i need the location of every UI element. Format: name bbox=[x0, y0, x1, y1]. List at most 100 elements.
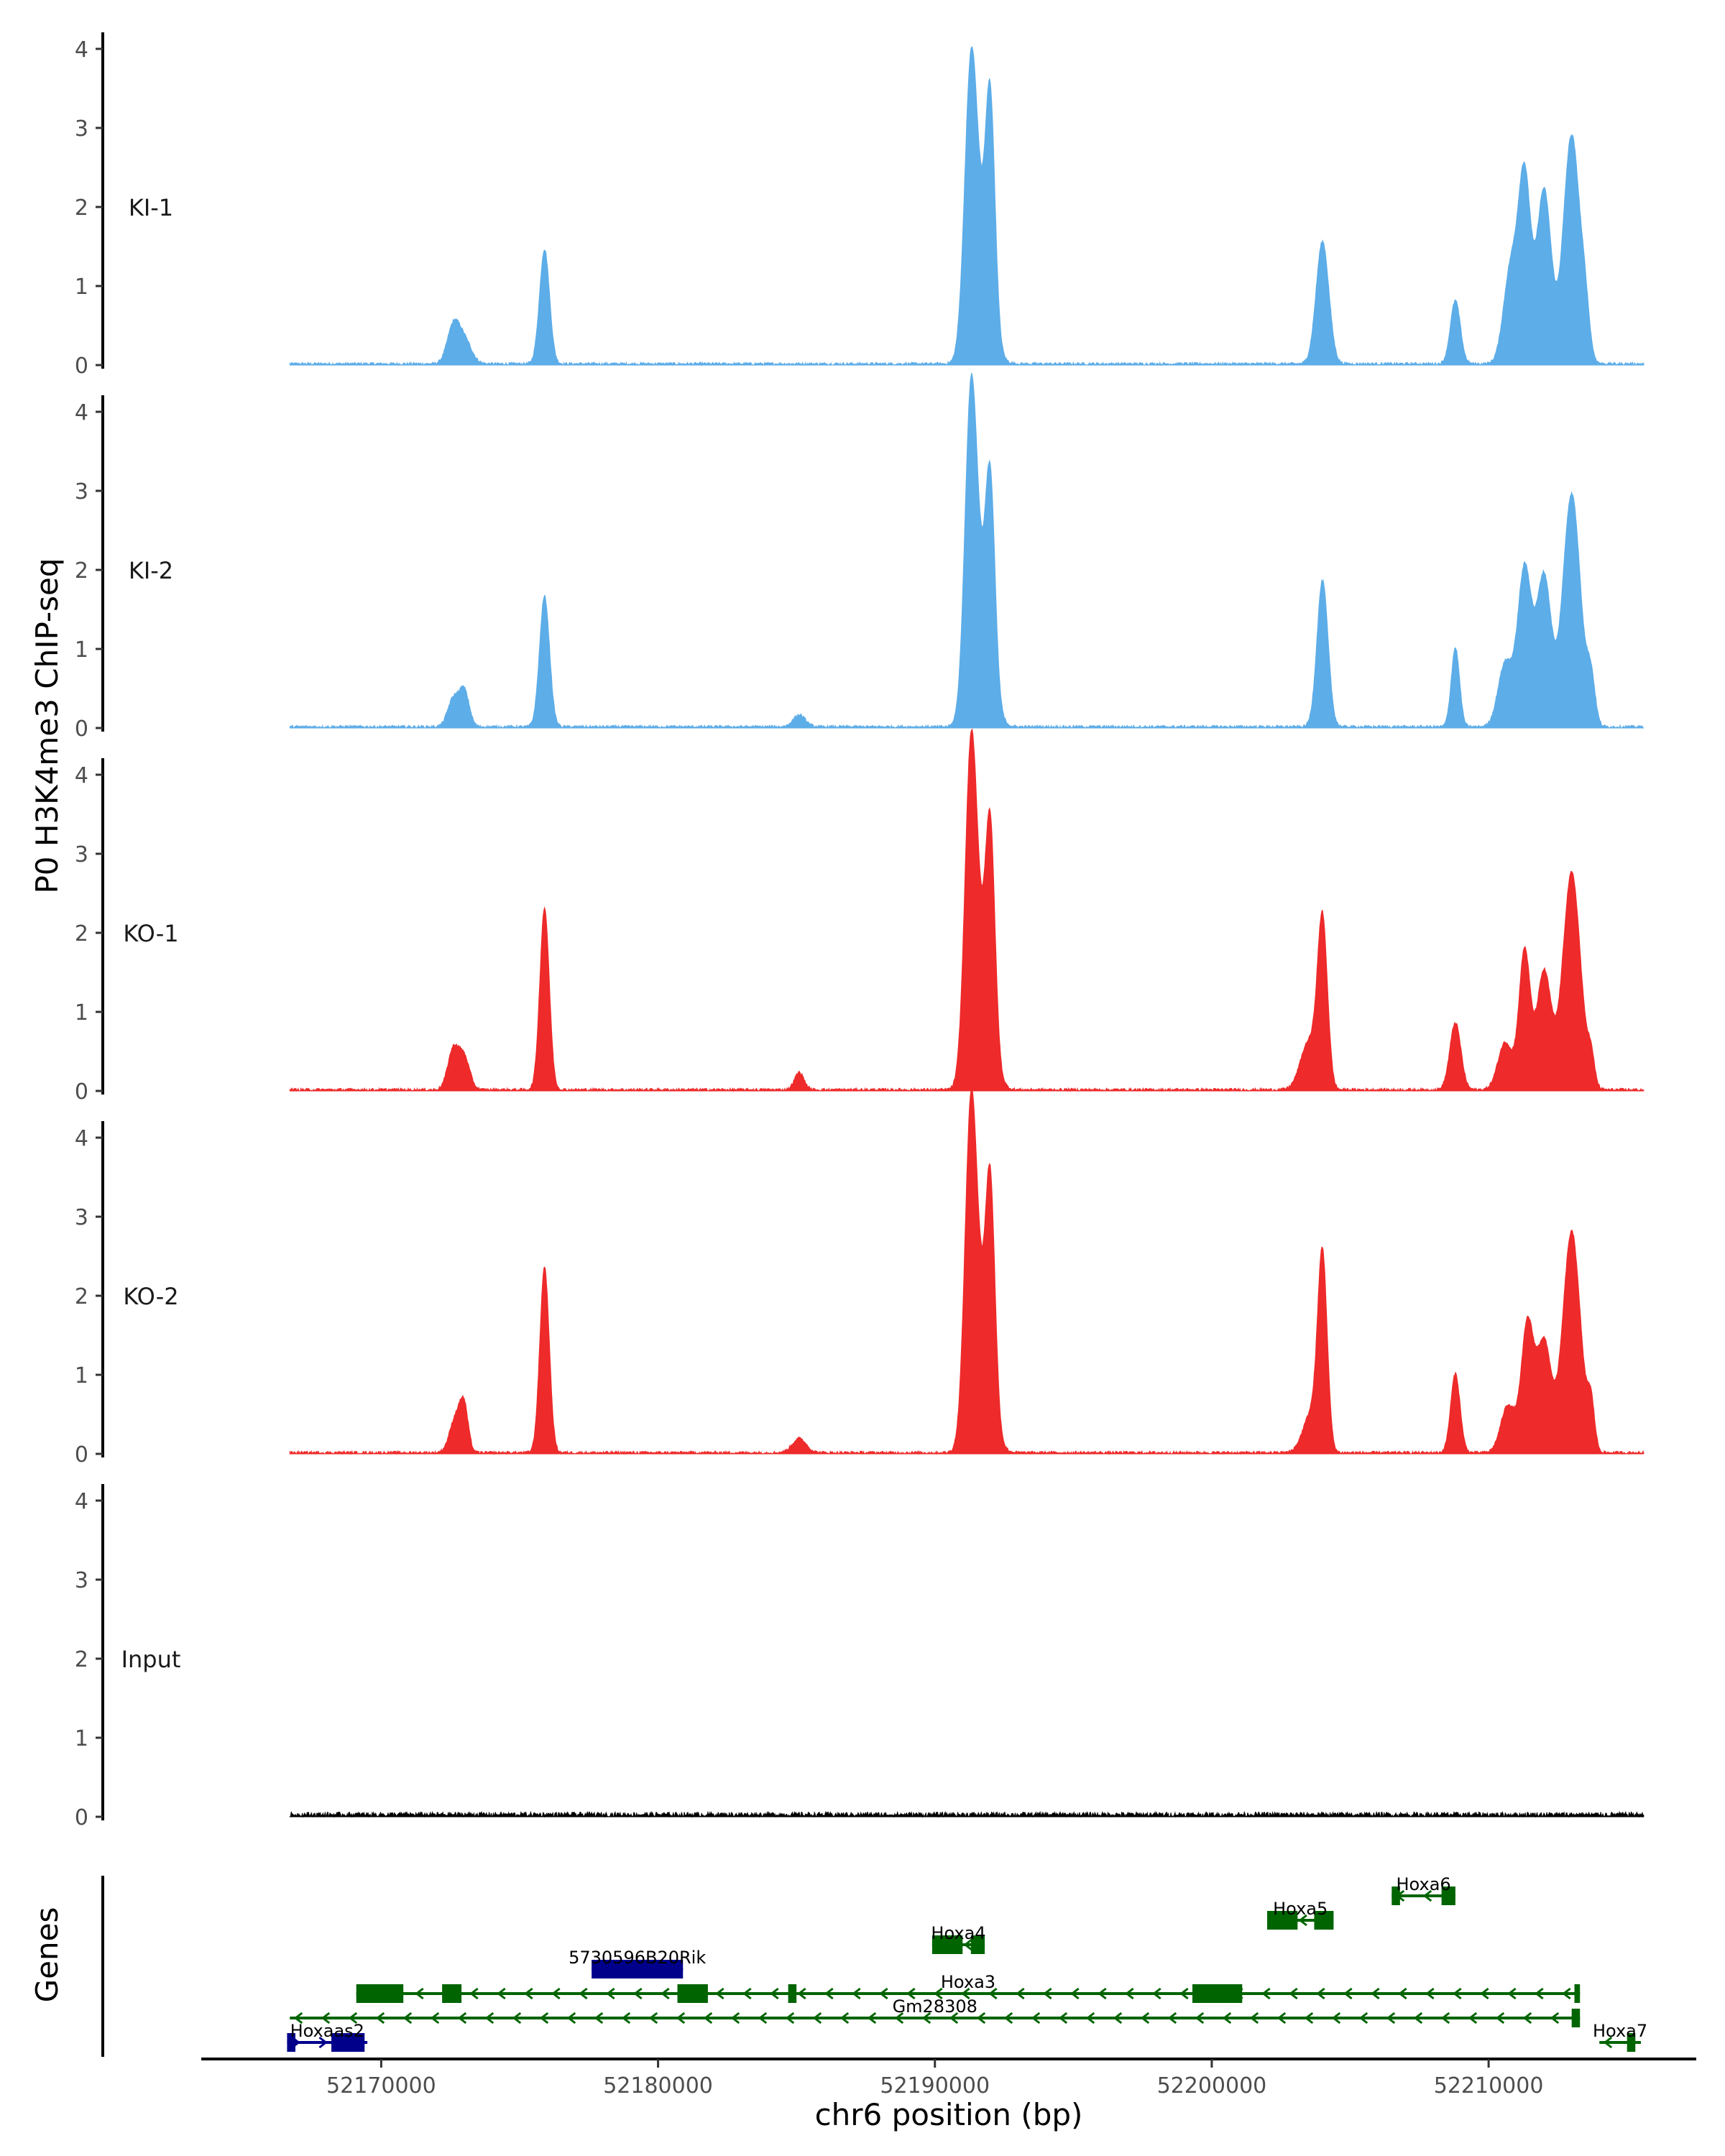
strand-arrow bbox=[1422, 1889, 1432, 1902]
strand-arrow bbox=[894, 2012, 904, 2024]
strand-arrow bbox=[1003, 2012, 1013, 2024]
strand-arrow bbox=[621, 2012, 631, 2024]
strand-arrow bbox=[1480, 1987, 1489, 2000]
gene-track: Hoxa6 Hoxa5 Hoxa4 5730596B20Rik Hoxa3 Gm28308… bbox=[101, 1874, 1647, 2057]
strand-arrow bbox=[1316, 1987, 1325, 2000]
y-tick-label: 0 bbox=[75, 1079, 88, 1105]
strand-arrow bbox=[512, 2012, 522, 2024]
strand-arrow bbox=[1195, 2012, 1205, 2024]
strand-arrow bbox=[961, 1987, 970, 2000]
gene-gm28308: Gm28308 bbox=[290, 1996, 1581, 2027]
x-axis-title: chr6 position (bp) bbox=[815, 2097, 1083, 2132]
strand-arrow bbox=[633, 1987, 643, 2000]
strand-arrow bbox=[457, 2012, 467, 2024]
strand-arrow bbox=[484, 2012, 494, 2024]
strand-arrow bbox=[1603, 2036, 1613, 2049]
strand-arrow bbox=[1031, 2012, 1041, 2024]
track-ko-2: 0 1 2 3 4 KO-2 bbox=[75, 1086, 1644, 1468]
y-tick-label: 0 bbox=[75, 1805, 88, 1830]
gene-exon bbox=[592, 1960, 684, 1978]
strand-arrow bbox=[293, 2012, 303, 2024]
strand-arrow bbox=[852, 1987, 861, 2000]
strand-arrow bbox=[1261, 1987, 1271, 2000]
y-tick-label: 2 bbox=[75, 1647, 88, 1672]
strand-arrow bbox=[1098, 1987, 1107, 2000]
gene-hoxa6: Hoxa6 bbox=[1392, 1874, 1455, 1905]
gene-exon bbox=[1314, 1911, 1334, 1930]
x-tick-label: 52200000 bbox=[1157, 2073, 1267, 2099]
strand-arrow bbox=[785, 2012, 795, 2024]
strand-arrow bbox=[1562, 1987, 1571, 2000]
strand-arrow bbox=[676, 2012, 686, 2024]
x-tick-label: 52210000 bbox=[1434, 2073, 1544, 2099]
strand-arrow bbox=[1152, 1987, 1162, 2000]
strand-arrow bbox=[1453, 1987, 1462, 2000]
strand-arrow bbox=[1507, 1987, 1517, 2000]
strand-arrow bbox=[579, 1987, 588, 2000]
strand-arrow bbox=[770, 1987, 779, 2000]
gene-exon bbox=[442, 1984, 462, 2003]
coverage-area-ko-2 bbox=[289, 1086, 1644, 1455]
strand-arrow bbox=[430, 2012, 440, 2024]
strand-arrow bbox=[648, 2012, 658, 2024]
x-axis: 52170000 52180000 52190000 52200000 52210000 bbox=[201, 2058, 1696, 2099]
y-tick-label: 3 bbox=[75, 116, 88, 142]
strand-arrow bbox=[1535, 1987, 1544, 2000]
gene-exon bbox=[1192, 1984, 1243, 2003]
gene-label: Hoxa7 bbox=[1593, 2021, 1647, 2041]
y-tick-label: 3 bbox=[75, 1205, 88, 1230]
strand-arrow bbox=[1495, 2012, 1505, 2024]
strand-arrow bbox=[1070, 1987, 1080, 2000]
strand-arrow bbox=[1125, 1987, 1134, 2000]
gene-hoxa3: Hoxa3 bbox=[356, 1972, 1581, 2003]
strand-arrow bbox=[976, 2012, 986, 2024]
strand-arrow bbox=[1371, 1987, 1380, 2000]
strand-arrow bbox=[797, 1987, 806, 2000]
strand-arrow bbox=[1343, 1987, 1353, 2000]
strand-arrow bbox=[1249, 2012, 1259, 2024]
strand-arrow bbox=[1386, 2012, 1396, 2024]
track-ko-1: 0 1 2 3 4 KO-1 bbox=[75, 728, 1644, 1105]
strand-arrow bbox=[415, 1987, 424, 2000]
strand-arrow bbox=[321, 2012, 331, 2024]
strand-arrow bbox=[812, 2012, 822, 2024]
strand-arrow bbox=[963, 1938, 972, 1951]
y-tick-label: 3 bbox=[75, 842, 88, 867]
strand-arrow bbox=[703, 2012, 713, 2024]
strand-arrow bbox=[1522, 2012, 1532, 2024]
strand-arrow bbox=[606, 1987, 615, 2000]
gene-hoxa4: Hoxa4 bbox=[931, 1923, 986, 1954]
gene-exon bbox=[1627, 2033, 1636, 2052]
track-label: KI-2 bbox=[129, 557, 173, 584]
strand-arrow bbox=[594, 2012, 604, 2024]
strand-arrow bbox=[1043, 1987, 1052, 2000]
strand-arrow bbox=[824, 1987, 834, 2000]
strand-arrow bbox=[1058, 2012, 1068, 2024]
y-tick-label: 1 bbox=[75, 275, 88, 300]
y-tick-label: 0 bbox=[75, 1442, 88, 1468]
gene-label: Gm28308 bbox=[893, 1996, 978, 2017]
strand-arrow bbox=[1304, 2012, 1314, 2024]
gene-5730596b20rik: 5730596B20Rik bbox=[569, 1948, 706, 1978]
track-label: Input bbox=[121, 1646, 181, 1673]
strand-arrow bbox=[1179, 1987, 1189, 2000]
strand-arrow bbox=[906, 1987, 916, 2000]
gene-exon bbox=[1441, 1886, 1455, 1905]
gene-label: Hoxaas2 bbox=[290, 2021, 364, 2041]
gene-exon bbox=[1571, 2009, 1581, 2027]
gene-exon bbox=[932, 1935, 963, 1954]
x-tick-label: 52170000 bbox=[326, 2073, 436, 2099]
strand-arrow bbox=[402, 2012, 413, 2024]
strand-arrow bbox=[921, 2012, 932, 2024]
gene-hoxa7: Hoxa7 bbox=[1593, 2021, 1647, 2052]
gene-exon bbox=[970, 1935, 985, 1954]
strand-arrow bbox=[1358, 2012, 1368, 2024]
strand-arrow bbox=[758, 2012, 768, 2024]
y-tick-label: 2 bbox=[75, 195, 88, 221]
track-label: KO-1 bbox=[123, 920, 178, 947]
strand-arrow bbox=[1016, 1987, 1025, 2000]
y-tick-label: 4 bbox=[75, 400, 88, 425]
coverage-area-ki-2 bbox=[289, 372, 1644, 729]
track-label: KO-2 bbox=[123, 1283, 178, 1310]
strand-arrow bbox=[879, 1987, 888, 2000]
